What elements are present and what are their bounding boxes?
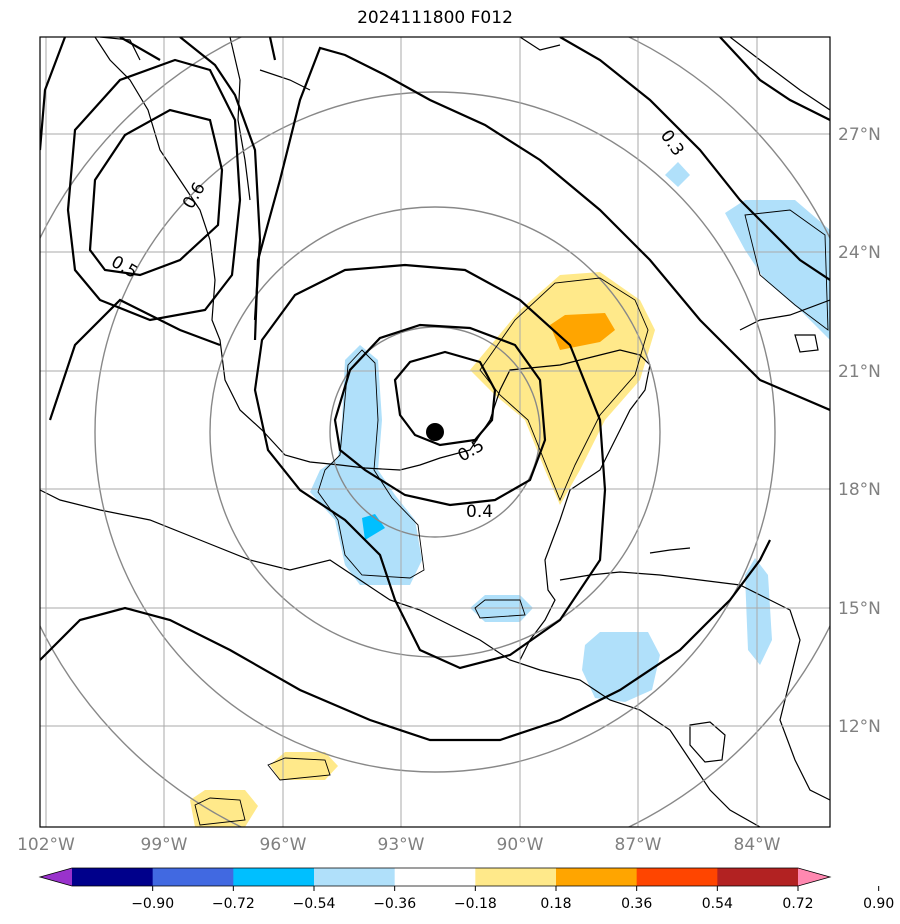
colorbar-tick-label: −0.18 bbox=[454, 896, 497, 912]
shading-outlines bbox=[194, 209, 829, 826]
colorbar-segment bbox=[717, 868, 799, 886]
colorbar-tick-label: 0.18 bbox=[540, 896, 571, 912]
lon-tick-label: 96°W bbox=[260, 835, 307, 855]
colorbar-tick-label: 0.72 bbox=[782, 896, 813, 912]
map-title: 2024111800 F012 bbox=[357, 8, 513, 28]
lat-tick-label: 18°N bbox=[838, 480, 881, 500]
colorbar-segment bbox=[152, 868, 234, 886]
colorbar: −0.90 −0.72 −0.54 −0.36 −0.18 0.18 0.36 0.54 0.7… bbox=[38, 867, 894, 912]
storm-center-marker bbox=[426, 423, 444, 441]
colorbar-extend-low bbox=[40, 868, 72, 886]
lat-tick-label: 21°N bbox=[838, 362, 881, 382]
map-area: 0.3 0.6 0.5 0.5 0.4 bbox=[40, 37, 830, 827]
contour-label: 0.6 bbox=[179, 179, 210, 212]
colorbar-segment bbox=[636, 868, 718, 886]
lat-tick-labels: 27°N 24°N 21°N 18°N 15°N 12°N bbox=[838, 125, 881, 737]
lat-tick-label: 15°N bbox=[838, 599, 881, 619]
contours bbox=[40, 37, 830, 742]
colorbar-tick-label: 0.36 bbox=[621, 896, 652, 912]
lon-tick-label: 87°W bbox=[615, 835, 662, 855]
contour-label: 0.3 bbox=[656, 126, 688, 160]
lon-tick-label: 90°W bbox=[497, 835, 544, 855]
colorbar-segment bbox=[394, 868, 476, 886]
lat-tick-label: 24°N bbox=[838, 243, 881, 263]
colorbar-outline bbox=[38, 867, 832, 887]
lon-tick-label: 93°W bbox=[378, 835, 425, 855]
contour-label: 0.4 bbox=[466, 502, 493, 522]
lon-tick-label: 102°W bbox=[17, 835, 75, 855]
map-frame bbox=[39, 36, 831, 828]
lon-tick-label: 99°W bbox=[141, 835, 188, 855]
gridlines bbox=[40, 37, 830, 827]
colorbar-tick-label: −0.72 bbox=[212, 896, 255, 912]
colorbar-extend-high bbox=[798, 868, 830, 886]
contour-label: 0.5 bbox=[455, 435, 488, 466]
colorbar-segment bbox=[314, 868, 396, 886]
colorbar-tick-label: 0.54 bbox=[702, 896, 733, 912]
colorbar-segment bbox=[556, 868, 638, 886]
colorbar-segment bbox=[233, 868, 315, 886]
contour-label: 0.5 bbox=[108, 252, 141, 283]
colorbar-segment bbox=[475, 868, 557, 886]
colorbar-tick-label: −0.90 bbox=[131, 896, 174, 912]
lat-tick-label: 27°N bbox=[838, 125, 881, 145]
colorbar-tick-label: 0.90 bbox=[863, 896, 894, 912]
lon-tick-label: 84°W bbox=[734, 835, 781, 855]
colorbar-segment bbox=[72, 868, 154, 886]
lat-tick-label: 12°N bbox=[838, 717, 881, 737]
lon-tick-labels: 102°W 99°W 96°W 93°W 90°W 87°W 84°W bbox=[17, 835, 781, 855]
colorbar-tick-label: −0.36 bbox=[373, 896, 416, 912]
colorbar-tick-label: −0.54 bbox=[293, 896, 336, 912]
